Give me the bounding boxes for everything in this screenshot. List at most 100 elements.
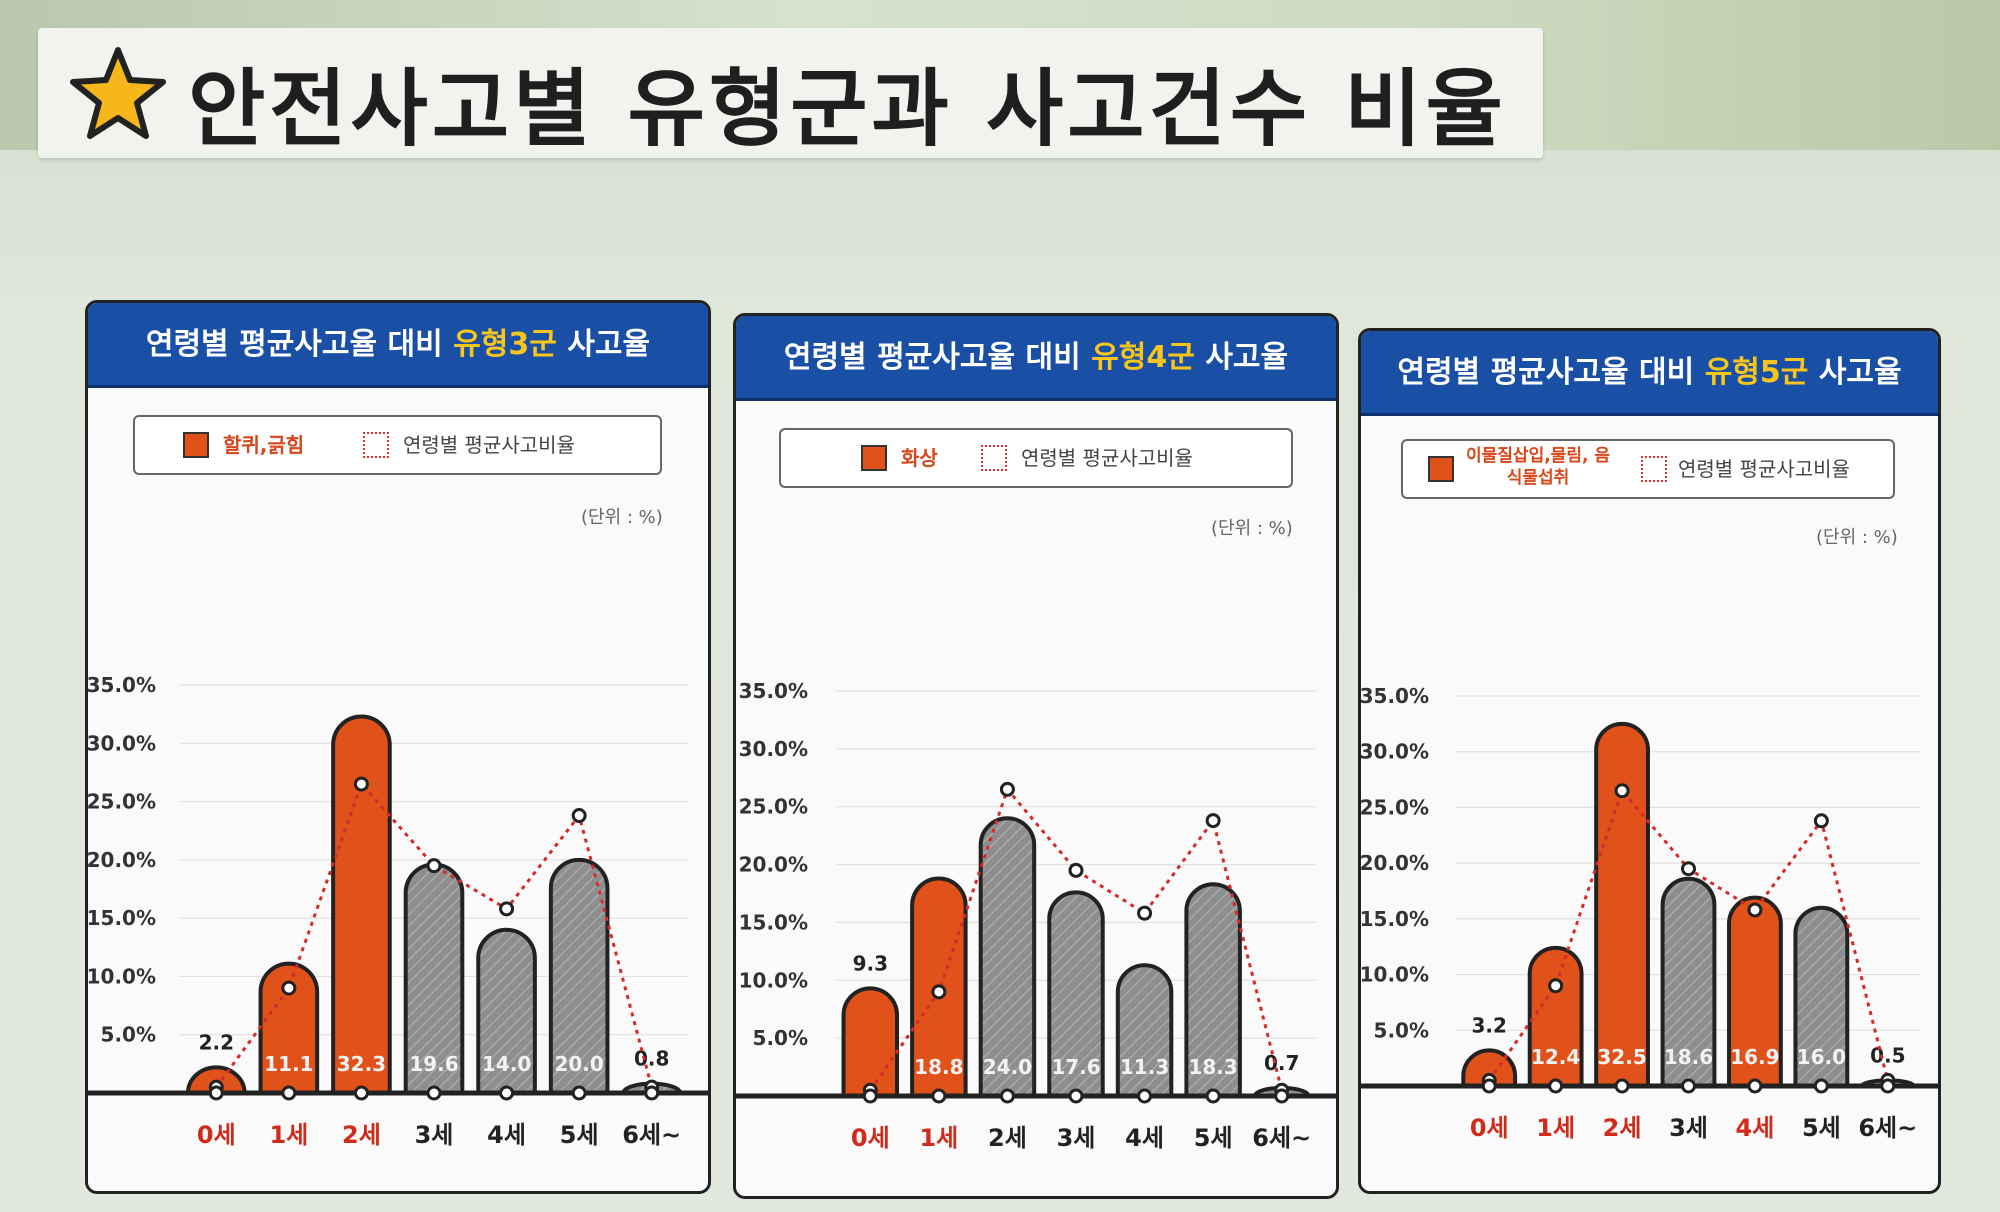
data-label: 32.5 — [1597, 1045, 1646, 1069]
axis-marker — [1747, 1078, 1763, 1094]
axis-marker — [1274, 1088, 1290, 1104]
bar-2세 — [1594, 721, 1650, 1088]
bar-0세 — [841, 986, 900, 1098]
axis-marker — [1681, 1078, 1696, 1094]
legend-label-average: 연령별 평균사고비율 — [1678, 457, 1850, 481]
panel-title-highlight: 유형4군 — [1091, 340, 1195, 375]
unit-label: (단위 : %) — [1211, 518, 1293, 539]
x-tick-label: 0세 — [197, 1121, 236, 1149]
y-tick-label: 5.0% — [753, 1026, 808, 1050]
data-label: 11.1 — [264, 1052, 313, 1076]
average-point — [999, 781, 1015, 797]
average-point — [281, 980, 297, 996]
average-point — [1614, 783, 1630, 799]
data-label: 19.6 — [409, 1052, 458, 1076]
x-tick-label: 6세~ — [622, 1121, 681, 1149]
x-tick-label: 6세~ — [1858, 1114, 1917, 1142]
y-tick-label: 25.0% — [739, 795, 808, 819]
y-tick-label: 20.0% — [739, 853, 808, 877]
legend-label-average: 연령별 평균사고비율 — [1021, 446, 1193, 470]
legend-swatch-series — [183, 432, 209, 458]
data-label: 18.3 — [1188, 1055, 1237, 1079]
page-title: 안전사고별 유형군과 사고건수 비율 — [188, 60, 1507, 158]
bar-5세 — [548, 857, 610, 1095]
data-label: 18.8 — [914, 1055, 963, 1079]
legend-label-series: 이물질삽입,물림, 음식물섭취 — [1466, 446, 1610, 488]
y-tick-label: 10.0% — [1361, 963, 1429, 987]
axis-marker — [1614, 1078, 1630, 1094]
panel-header: 연령별 평균사고율 대비 유형4군 사고율 — [736, 316, 1336, 401]
x-tick-label: 1세 — [919, 1124, 958, 1152]
x-tick-label: 4세 — [1736, 1114, 1775, 1142]
legend-label-series: 화상 — [901, 446, 938, 470]
average-point — [571, 808, 587, 824]
star-icon — [70, 47, 166, 139]
panel-title-prefix: 연령별 평균사고율 대비 — [783, 340, 1092, 375]
data-label: 16.9 — [1730, 1045, 1779, 1069]
panel-title: 연령별 평균사고율 대비 유형5군 사고율 — [1371, 347, 1928, 391]
x-tick-label: 5세 — [1802, 1114, 1841, 1142]
chart-panel-type4: 연령별 평균사고율 대비 유형4군 사고율 화상 연령별 평균사고비율 (단위 … — [733, 313, 1339, 1199]
x-tick-label: 0세 — [851, 1124, 890, 1152]
bar-2세 — [331, 714, 392, 1095]
y-tick-label: 35.0% — [88, 673, 156, 697]
y-tick-label: 5.0% — [1374, 1018, 1429, 1042]
data-label: 14.0 — [482, 1052, 531, 1076]
bar-3세 — [1660, 876, 1717, 1088]
bar-3세 — [1047, 890, 1105, 1098]
average-point — [931, 984, 947, 1000]
x-tick-label: 5세 — [560, 1121, 599, 1149]
y-tick-label: 15.0% — [1361, 907, 1429, 931]
average-point — [1068, 862, 1084, 878]
bar-5세 — [1184, 882, 1242, 1098]
bar-5세 — [1793, 905, 1850, 1088]
data-label: 12.4 — [1531, 1045, 1580, 1069]
data-label: 20.0 — [554, 1052, 603, 1076]
bar-4세 — [476, 927, 537, 1095]
x-tick-label: 3세 — [415, 1121, 454, 1149]
axis-marker — [644, 1085, 660, 1101]
bar-0세 — [1461, 1048, 1518, 1088]
chart-plot: 5.0% 10.0% 15.0% 20.0% 25.0% 30.0% 35.0% 3.2 0세 1… — [1361, 684, 1938, 1142]
legend-swatch-average — [981, 445, 1007, 471]
legend-label-series: 할퀴,긁힘 — [223, 433, 305, 457]
data-label: 24.0 — [983, 1055, 1032, 1079]
x-tick-label: 0세 — [1470, 1114, 1509, 1142]
axis-marker — [499, 1085, 515, 1101]
data-label: 0.8 — [634, 1047, 669, 1071]
average-point — [1548, 978, 1564, 994]
panel-header: 연령별 평균사고율 대비 유형5군 사고율 — [1361, 331, 1938, 416]
axis-marker — [999, 1088, 1015, 1104]
panel-header: 연령별 평균사고율 대비 유형3군 사고율 — [88, 303, 708, 388]
bar-1세 — [258, 961, 320, 1095]
x-tick-label: 3세 — [1057, 1124, 1096, 1152]
y-tick-label: 10.0% — [88, 964, 156, 988]
bar-2세 — [978, 816, 1037, 1098]
legend-swatch-series — [861, 445, 887, 471]
x-tick-label: 1세 — [1536, 1114, 1575, 1142]
axis-marker — [862, 1088, 878, 1104]
chart-legend: 이물질삽입,물림, 음식물섭취 연령별 평균사고비율 — [1401, 439, 1895, 499]
x-tick-label: 2세 — [988, 1124, 1027, 1152]
data-label: 32.3 — [337, 1052, 386, 1076]
panel-title-highlight: 유형3군 — [453, 327, 557, 362]
average-point — [499, 901, 515, 917]
average-point — [1681, 861, 1696, 877]
panel-title-suffix: 사고율 — [556, 327, 651, 362]
panel-title-suffix: 사고율 — [1808, 355, 1902, 390]
panel-title-prefix: 연령별 평균사고율 대비 — [145, 327, 454, 362]
y-tick-label: 20.0% — [1361, 851, 1429, 875]
y-tick-label: 35.0% — [739, 679, 808, 703]
data-label: 0.5 — [1870, 1043, 1905, 1067]
y-tick-label: 30.0% — [1361, 740, 1429, 764]
x-tick-label: 1세 — [269, 1121, 308, 1149]
data-label: 3.2 — [1471, 1013, 1506, 1037]
axis-marker — [931, 1088, 947, 1104]
legend-swatch-series — [1428, 456, 1454, 482]
axis-marker — [1548, 1078, 1564, 1094]
x-tick-label: 3세 — [1669, 1114, 1708, 1142]
axis-marker — [353, 1085, 369, 1101]
average-point — [1747, 902, 1763, 918]
axis-marker — [1205, 1088, 1221, 1104]
average-point — [1813, 813, 1829, 829]
